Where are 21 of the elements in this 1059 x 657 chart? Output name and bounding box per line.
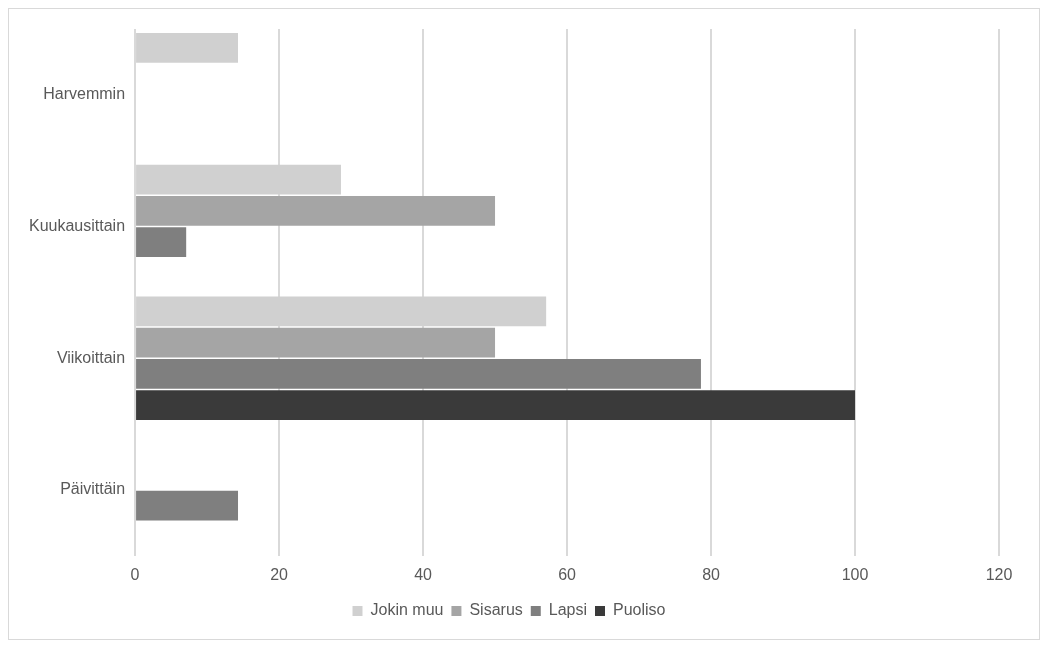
bar bbox=[136, 196, 496, 226]
x-tick-label: 120 bbox=[985, 565, 1013, 583]
bar bbox=[136, 327, 496, 358]
legend-label: Jokin muu bbox=[370, 601, 444, 619]
y-tick-label: Päivittäin bbox=[60, 480, 126, 498]
bar bbox=[136, 490, 239, 521]
bar bbox=[136, 390, 856, 421]
y-tick-label: Kuukausittain bbox=[29, 216, 126, 234]
y-tick-label: Viikoittain bbox=[56, 348, 126, 366]
x-tick-label: 60 bbox=[558, 565, 577, 583]
bar bbox=[136, 359, 701, 389]
x-tick-label: 0 bbox=[130, 565, 140, 583]
legend-label: Lapsi bbox=[548, 601, 588, 619]
legend-label: Sisarus bbox=[469, 601, 523, 619]
x-tick-label: 100 bbox=[841, 565, 869, 583]
x-tick-label: 80 bbox=[702, 565, 721, 583]
x-tick-label: 20 bbox=[270, 565, 289, 583]
legend-label: Puoliso bbox=[613, 601, 666, 619]
x-tick-label: 40 bbox=[414, 565, 433, 583]
y-tick-label: Harvemmin bbox=[43, 85, 126, 103]
bar bbox=[136, 227, 187, 258]
